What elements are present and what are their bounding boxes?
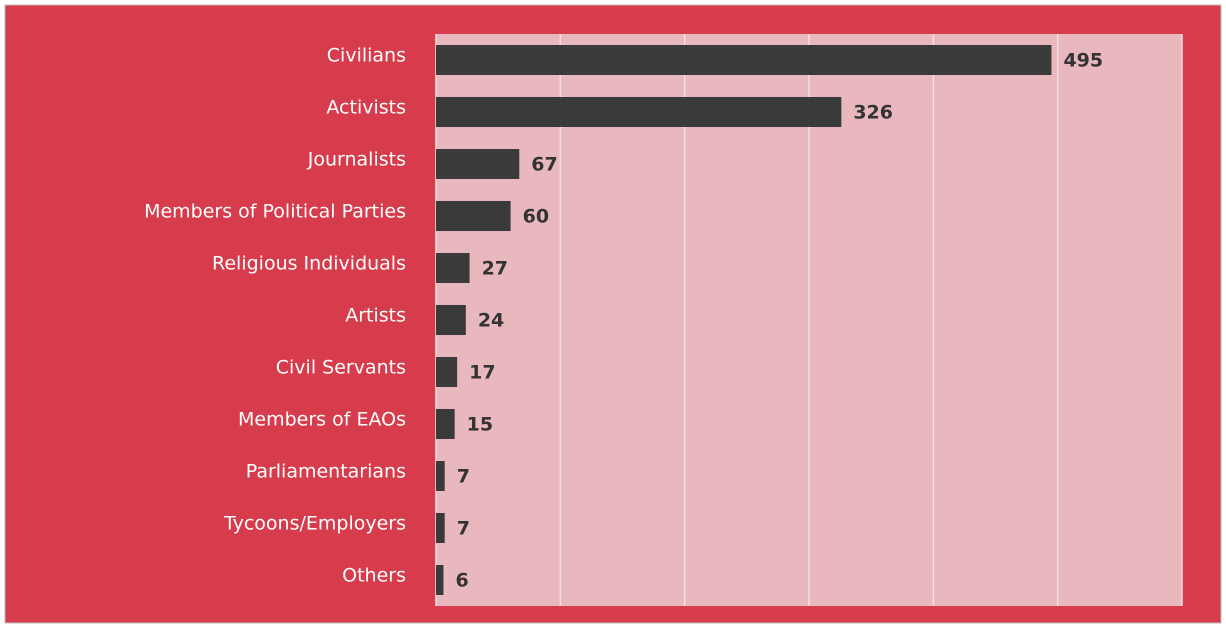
value-label: 27	[482, 258, 508, 280]
bar	[436, 201, 511, 231]
y-tick-label: Tycoons/Employers	[223, 513, 406, 535]
bar	[436, 357, 458, 387]
value-label: 6	[455, 570, 468, 592]
value-label: 67	[531, 154, 557, 176]
value-label: 495	[1063, 50, 1103, 72]
y-tick-label: Activists	[326, 97, 406, 119]
y-tick-label: Others	[342, 565, 406, 587]
y-tick-label: Civilians	[327, 45, 406, 67]
bar	[436, 305, 466, 335]
bar	[436, 513, 445, 543]
bar	[436, 45, 1052, 75]
bar	[436, 461, 445, 491]
value-label: 17	[469, 362, 495, 384]
value-label: 7	[457, 466, 470, 488]
bar	[436, 253, 470, 283]
y-tick-label: Artists	[345, 305, 406, 327]
y-tick-label: Journalists	[307, 149, 406, 171]
bar	[436, 97, 842, 127]
value-label: 15	[467, 414, 493, 436]
value-label: 60	[523, 206, 549, 228]
value-label: 7	[457, 518, 470, 540]
bar	[436, 565, 444, 595]
bar	[436, 409, 455, 439]
bar	[436, 149, 520, 179]
y-tick-label: Civil Servants	[276, 357, 406, 379]
y-tick-label: Parliamentarians	[246, 461, 406, 483]
y-tick-label: Religious Individuals	[212, 253, 406, 275]
y-tick-label: Members of Political Parties	[144, 201, 406, 223]
y-tick-label: Members of EAOs	[238, 409, 406, 431]
value-label: 24	[478, 310, 504, 332]
value-label: 326	[853, 102, 893, 124]
